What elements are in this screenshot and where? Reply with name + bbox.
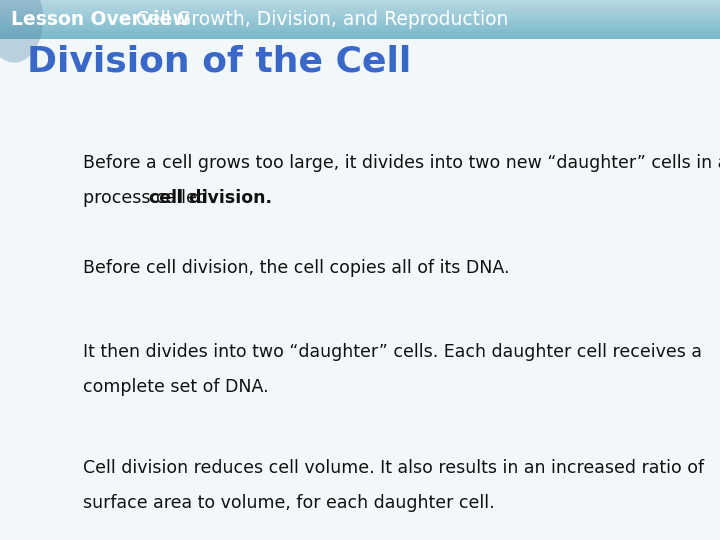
Bar (0, 15, 720, 16)
Bar (0, 20, 720, 21)
Bar (0, 10, 720, 11)
Bar (0, 26, 720, 27)
Text: process called: process called (83, 189, 213, 207)
Bar (0, 24, 720, 25)
Bar (0, 5, 720, 6)
Text: Lesson Overview: Lesson Overview (11, 10, 189, 29)
Bar (0, 6, 720, 7)
Ellipse shape (0, 0, 43, 63)
Bar (0, 19, 720, 20)
Text: Division of the Cell: Division of the Cell (27, 44, 412, 78)
Bar (0, 4, 720, 5)
Bar (0, 25, 720, 26)
Bar (0, 13, 720, 14)
Text: It then divides into two “daughter” cells. Each daughter cell receives a: It then divides into two “daughter” cell… (83, 343, 702, 361)
Bar (0, 22, 720, 23)
Bar (0, 23, 720, 24)
Bar (0, 17, 720, 18)
Bar (0, 9, 720, 10)
Bar (0, 38, 720, 39)
Bar (0, 14, 720, 15)
Bar (0, 30, 720, 31)
Bar (0, 16, 720, 17)
Bar (0, 2, 720, 3)
Bar (0, 35, 720, 36)
Bar (0, 33, 720, 35)
Text: Before a cell grows too large, it divides into two new “daughter” cells in a: Before a cell grows too large, it divide… (83, 154, 720, 172)
Text: Before cell division, the cell copies all of its DNA.: Before cell division, the cell copies al… (83, 259, 509, 277)
Text: Cell Growth, Division, and Reproduction: Cell Growth, Division, and Reproduction (112, 10, 508, 29)
Bar (0, 31, 720, 32)
Bar (0, 12, 720, 13)
Bar (0, 3, 720, 4)
Bar (0, 32, 720, 33)
Text: Cell division reduces cell volume. It also results in an increased ratio of: Cell division reduces cell volume. It al… (83, 459, 704, 477)
Bar (0, 1, 720, 2)
Bar (0, 21, 720, 22)
Text: complete set of DNA.: complete set of DNA. (83, 378, 269, 396)
Bar (0, 18, 720, 19)
Bar (0, 8, 720, 9)
Bar (0, 37, 720, 38)
Text: cell division.: cell division. (149, 189, 272, 207)
Bar (0, 7, 720, 8)
Text: surface area to volume, for each daughter cell.: surface area to volume, for each daughte… (83, 494, 495, 512)
Bar (0, 28, 720, 29)
Bar (0, 29, 720, 30)
Bar (0, 0, 720, 1)
Bar (0, 36, 720, 37)
Bar (0, 11, 720, 12)
Bar (0, 27, 720, 28)
